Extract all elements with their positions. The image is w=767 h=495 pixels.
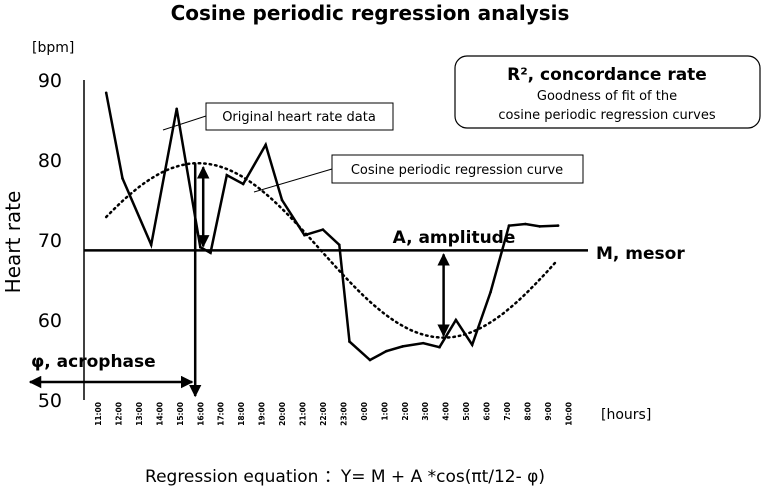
x-tick-label: 0:00: [360, 402, 369, 421]
heart-rate-point: [104, 91, 108, 95]
y-axis-label: Heart rate: [1, 191, 25, 294]
heart-rate-point: [507, 224, 511, 227]
heart-rate-point: [489, 290, 492, 294]
heart-rate-point: [303, 233, 306, 237]
x-tick-label: 21:00: [299, 402, 308, 426]
heart-rate-point: [338, 243, 341, 247]
data-callout-label: Original heart rate data: [222, 110, 376, 125]
heart-rate-point: [524, 222, 527, 226]
x-tick-label: 14:00: [155, 402, 164, 426]
heart-rate-point: [454, 318, 458, 322]
heart-rate-point: [538, 225, 541, 228]
heart-rate-point: [556, 224, 560, 227]
data-callout-leader: [162, 115, 207, 131]
data-callout-box: [205, 102, 394, 131]
x-tick-label: 2:00: [401, 402, 410, 421]
heart-rate-point: [401, 345, 405, 348]
curve-callout-box: [331, 154, 584, 184]
heart-rate-point: [149, 243, 153, 247]
heart-rate-point: [321, 228, 325, 231]
y-tick-label: 80: [38, 150, 62, 172]
curve-callout-label: Cosine periodic regression curve: [351, 163, 563, 178]
x-tick-label: 8:00: [523, 402, 532, 421]
x-tick-label: 1:00: [380, 402, 389, 421]
chart-title: Cosine periodic regression analysis: [171, 1, 570, 25]
y-tick-label: 90: [38, 70, 62, 92]
x-tick-label: 4:00: [442, 402, 451, 421]
x-tick-label: 11:00: [94, 402, 103, 426]
heart-rate-point: [241, 182, 245, 186]
heart-rate-point: [175, 107, 178, 111]
heart-rate-points: [104, 91, 560, 362]
x-tick-label: 16:00: [196, 402, 205, 426]
heart-rate-line: [104, 92, 559, 362]
curve-callout-leader: [253, 168, 333, 193]
x-tick-label: 17:00: [217, 402, 226, 426]
acrophase-label: φ, acrophase: [31, 352, 156, 372]
x-tick-label: 9:00: [544, 402, 553, 421]
y-tick-label: 60: [38, 310, 62, 332]
x-tick-label: 10:00: [564, 402, 573, 426]
mesor-label: M, mesor: [596, 244, 685, 264]
heart-rate-point: [470, 343, 474, 347]
heart-rate-point: [199, 245, 202, 249]
heart-rate-point: [368, 358, 372, 362]
x-tick-label: 7:00: [503, 402, 512, 421]
y-tick-label: 50: [38, 390, 62, 412]
x-unit-label: [hours]: [601, 407, 651, 423]
heart-rate-point: [121, 177, 124, 180]
x-tick-label: 3:00: [421, 402, 430, 421]
x-tick-label: 5:00: [462, 402, 471, 421]
cosine-regression-curve: [104, 161, 558, 339]
x-tick-label: 23:00: [339, 402, 348, 426]
heart-rate-point: [438, 345, 441, 349]
heart-rate-point: [209, 251, 212, 255]
y-tick-label: 70: [38, 230, 62, 252]
heart-rate-point: [385, 349, 388, 353]
r2-line-2: cosine periodic regression curves: [498, 108, 715, 123]
r2-title: R², concordance rate: [507, 65, 707, 85]
heart-rate-point: [225, 173, 229, 177]
x-tick-label: 20:00: [278, 402, 287, 426]
heart-rate-point: [348, 340, 351, 343]
x-tick-label: 6:00: [483, 402, 492, 421]
regression-equation: Regression equation ：Y= M + A *cos(πt/12…: [145, 467, 545, 487]
amplitude-label: A, amplitude: [393, 228, 516, 248]
x-tick-label: 13:00: [135, 402, 144, 426]
x-tick-label: 15:00: [176, 402, 185, 426]
x-tick-label: 12:00: [114, 402, 123, 426]
x-tick-label: 19:00: [258, 402, 267, 426]
y-unit-label: [bpm]: [32, 40, 74, 56]
x-tick-label: 22:00: [319, 402, 328, 426]
heart-rate-point: [280, 198, 284, 202]
x-tick-label: 18:00: [237, 402, 246, 426]
y-tick-labels: 50 60 70 80 90: [38, 70, 62, 412]
heart-rate-point: [421, 341, 425, 345]
x-tick-labels: 11:00 12:00 13:00 14:00 15:00 16:00 17:00 18:00…: [94, 402, 573, 426]
r2-line-1: Goodness of fit of the: [537, 89, 677, 104]
heart-rate-point: [264, 143, 268, 147]
r2-box: [454, 55, 761, 129]
